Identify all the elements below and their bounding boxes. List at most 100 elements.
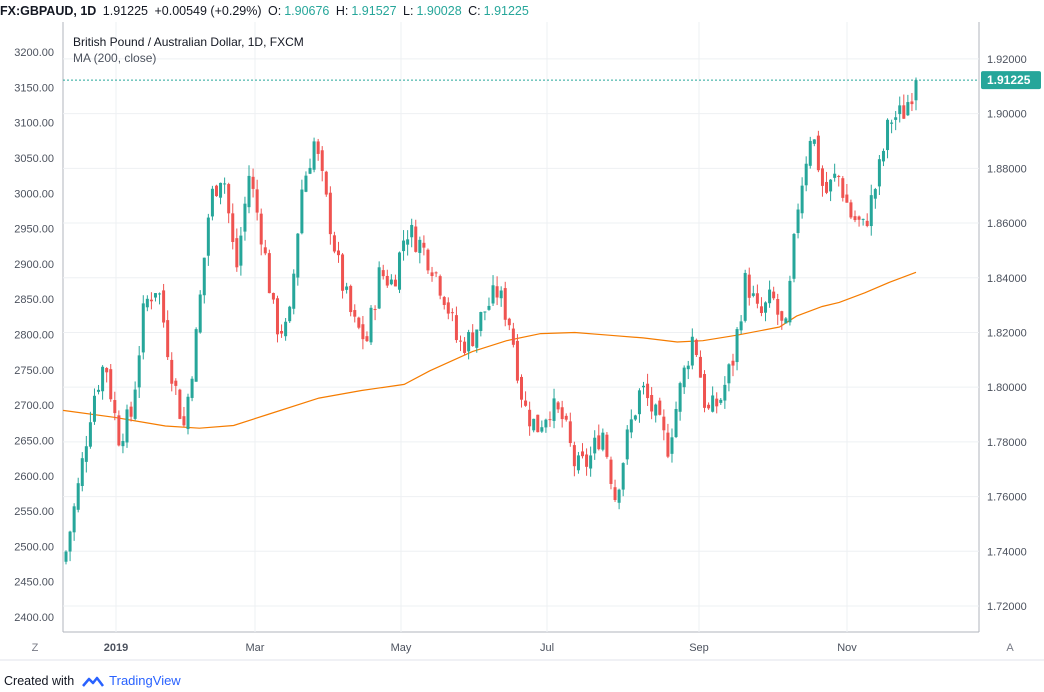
candle-body	[210, 188, 214, 217]
candle-body	[581, 451, 585, 457]
candle-body	[284, 321, 288, 337]
right-axis-tick-label: 1.90000	[987, 109, 1027, 121]
candle-body	[454, 315, 458, 341]
candle-body	[324, 171, 328, 195]
candle-body	[463, 341, 467, 353]
candle-body	[609, 459, 613, 484]
candle-body	[223, 183, 227, 185]
candle-body	[141, 303, 145, 353]
candle-body	[349, 285, 353, 313]
candle-body	[231, 213, 235, 242]
candle-body	[890, 122, 894, 124]
candle-body	[881, 150, 885, 162]
candle-body	[812, 139, 816, 144]
left-axis-tick-label: 2750.00	[14, 365, 54, 377]
candle-body	[450, 312, 454, 314]
candle-body	[174, 380, 178, 386]
candle-body	[601, 432, 605, 450]
left-axis-tick-label: 2600.00	[14, 471, 54, 483]
candle-body	[613, 487, 617, 500]
candle-body	[829, 179, 833, 192]
zoom-toggle-button[interactable]: Z	[31, 642, 39, 654]
close-label: C:	[468, 4, 481, 18]
candle-body	[397, 252, 401, 290]
candle-body	[345, 286, 349, 290]
candle-body	[629, 419, 633, 433]
open-label: O:	[267, 4, 282, 18]
candle-body	[568, 421, 572, 444]
candle-body	[402, 240, 406, 252]
candle-body	[296, 233, 300, 278]
candle-body	[153, 293, 157, 298]
candle-body	[288, 306, 292, 322]
low-value: 1.90028	[416, 4, 462, 18]
left-axis-tick-label: 2550.00	[14, 506, 54, 518]
candles	[64, 77, 918, 565]
candle-body	[458, 340, 462, 342]
candle-body	[576, 455, 580, 471]
candle-body	[280, 330, 284, 334]
candle-body	[528, 409, 532, 427]
close-value: 1.91225	[483, 4, 529, 18]
auto-scale-button[interactable]: A	[1006, 642, 1014, 654]
candle-body	[194, 329, 198, 382]
symbol-label[interactable]: FX:GBPAUD, 1D	[0, 4, 97, 18]
tradingview-logo-icon	[81, 676, 104, 687]
tradingview-link[interactable]: TradingView	[109, 673, 181, 688]
candle-body	[332, 235, 336, 252]
candle-body	[857, 216, 861, 220]
left-axis-tick-label: 3150.00	[14, 82, 54, 94]
candle-body	[267, 253, 271, 294]
candle-body	[755, 293, 759, 304]
footer: Created with TradingView	[0, 670, 304, 692]
candle-body	[674, 408, 678, 438]
candle-body	[227, 184, 231, 214]
chart-grid	[0, 22, 1044, 661]
candle-body	[162, 290, 166, 323]
candle-body	[698, 356, 702, 378]
candle-body	[703, 374, 707, 408]
chart-title: British Pound / Australian Dollar, 1D, F…	[73, 35, 304, 49]
candle-body	[743, 272, 747, 321]
candle-body	[76, 483, 80, 510]
open-value: 1.90676	[284, 4, 330, 18]
candle-body	[133, 389, 137, 419]
candle-body	[589, 455, 593, 469]
candle-body	[564, 415, 568, 420]
candle-body	[776, 299, 780, 315]
candle-body	[524, 400, 528, 406]
high-value: 1.91527	[351, 4, 397, 18]
candle-body	[694, 339, 698, 356]
candle-body	[235, 238, 239, 268]
right-axis-tick-label: 1.74000	[987, 546, 1027, 558]
candle-body	[617, 489, 621, 503]
candle-body	[670, 437, 674, 454]
candle-body	[487, 305, 491, 310]
candle-body	[869, 195, 873, 227]
left-axis-tick-label: 3100.00	[14, 118, 54, 130]
candle-body	[206, 217, 210, 256]
candle-body	[381, 270, 385, 277]
candle-body	[92, 395, 96, 422]
left-price-axis: 3200.00 3150.00 3100.00 3050.00 3000.00 2950.…	[14, 47, 54, 624]
candle-body	[239, 235, 243, 266]
candle-body	[275, 298, 279, 335]
candle-body	[434, 272, 438, 274]
right-price-axis: 1.92000 1.90000 1.88000 1.86000 1.84000 1.820…	[987, 54, 1027, 613]
candle-body	[406, 239, 410, 245]
candle-body	[914, 80, 918, 101]
candle-body	[166, 320, 170, 358]
candle-body	[719, 399, 723, 403]
candle-body	[186, 396, 190, 430]
candle-body	[190, 378, 194, 398]
candle-body	[475, 329, 479, 348]
candle-body	[178, 389, 182, 419]
candle-body	[385, 275, 389, 286]
candle-body	[483, 311, 487, 313]
candle-body	[97, 389, 101, 392]
candle-body	[658, 400, 662, 415]
candle-body	[666, 432, 670, 457]
candle-body	[820, 168, 824, 186]
candle-body	[353, 310, 357, 317]
